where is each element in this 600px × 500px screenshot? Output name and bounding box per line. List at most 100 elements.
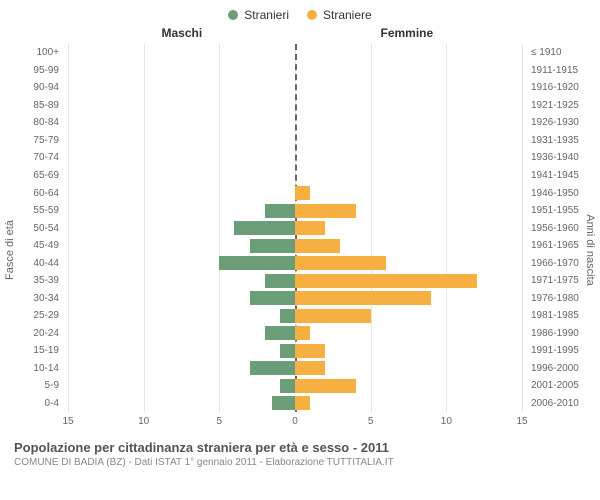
bar-female	[295, 396, 310, 410]
bar-female	[295, 344, 325, 358]
bar-male	[272, 396, 295, 410]
age-label: 90-94	[8, 79, 63, 97]
x-tick-label: 5	[217, 416, 223, 427]
birth-year-label: ≤ 1910	[527, 44, 582, 62]
legend: Stranieri Straniere	[0, 8, 600, 22]
birth-year-label: 1961-1965	[527, 237, 582, 255]
legend-label-male: Stranieri	[244, 8, 289, 22]
birth-year-label: 1936-1940	[527, 149, 582, 167]
bar-row	[68, 114, 522, 132]
birth-year-label: 1956-1960	[527, 219, 582, 237]
x-tick-label: 15	[516, 416, 527, 427]
age-label: 5-9	[8, 377, 63, 395]
age-label: 10-14	[8, 360, 63, 378]
bar-male	[280, 344, 295, 358]
legend-item-female: Straniere	[307, 8, 372, 22]
bar-female	[295, 186, 310, 200]
age-label: 50-54	[8, 219, 63, 237]
bar-male	[265, 204, 295, 218]
age-label: 60-64	[8, 184, 63, 202]
grid-line	[522, 44, 523, 412]
bar-male	[250, 361, 295, 375]
birth-year-label: 1981-1985	[527, 307, 582, 325]
bar-row	[68, 307, 522, 325]
bar-male	[265, 274, 295, 288]
bar-female	[295, 204, 356, 218]
bar-row	[68, 395, 522, 413]
birth-year-label: 1951-1955	[527, 202, 582, 220]
bar-male	[250, 291, 295, 305]
age-label: 20-24	[8, 325, 63, 343]
population-pyramid-chart: Stranieri Straniere Maschi Femmine Fasce…	[0, 0, 600, 500]
birth-year-label: 1996-2000	[527, 360, 582, 378]
bar-row	[68, 149, 522, 167]
age-label: 15-19	[8, 342, 63, 360]
bar-rows	[68, 44, 522, 412]
bar-male	[250, 239, 295, 253]
birth-year-label: 1946-1950	[527, 184, 582, 202]
birth-year-label: 1966-1970	[527, 254, 582, 272]
birth-year-label: 1911-1915	[527, 62, 582, 80]
bar-row	[68, 272, 522, 290]
age-label: 70-74	[8, 149, 63, 167]
birth-year-label: 1986-1990	[527, 325, 582, 343]
birth-year-label: 1931-1935	[527, 132, 582, 150]
age-label: 25-29	[8, 307, 63, 325]
x-tick-label: 5	[368, 416, 374, 427]
birth-year-label: 1991-1995	[527, 342, 582, 360]
bar-row	[68, 202, 522, 220]
section-title-male: Maschi	[162, 26, 203, 40]
bar-female	[295, 379, 356, 393]
bar-row	[68, 44, 522, 62]
bar-male	[234, 221, 295, 235]
age-label: 0-4	[8, 395, 63, 413]
bar-row	[68, 62, 522, 80]
birth-year-label: 1921-1925	[527, 97, 582, 115]
bar-female	[295, 309, 371, 323]
section-titles: Maschi Femmine	[0, 26, 600, 44]
birth-year-label: 2001-2005	[527, 377, 582, 395]
x-tick-label: 10	[138, 416, 149, 427]
bar-row	[68, 289, 522, 307]
caption-title: Popolazione per cittadinanza straniera p…	[14, 440, 586, 455]
bar-row	[68, 325, 522, 343]
chart-caption: Popolazione per cittadinanza straniera p…	[0, 434, 600, 468]
bar-row	[68, 167, 522, 185]
age-label: 75-79	[8, 132, 63, 150]
legend-swatch-male	[228, 10, 238, 20]
bar-male	[265, 326, 295, 340]
age-label: 85-89	[8, 97, 63, 115]
legend-item-male: Stranieri	[228, 8, 289, 22]
age-label: 45-49	[8, 237, 63, 255]
bar-row	[68, 219, 522, 237]
birth-year-label: 1941-1945	[527, 167, 582, 185]
x-tick-label: 15	[62, 416, 73, 427]
age-label: 80-84	[8, 114, 63, 132]
x-tick-label: 10	[441, 416, 452, 427]
plot-area: 100+95-9990-9485-8980-8475-7970-7465-696…	[68, 44, 522, 434]
legend-swatch-female	[307, 10, 317, 20]
caption-subtitle: COMUNE DI BADIA (BZ) - Dati ISTAT 1° gen…	[14, 457, 586, 468]
birth-year-label: 1971-1975	[527, 272, 582, 290]
section-title-female: Femmine	[381, 26, 434, 40]
y-axis-right-labels: ≤ 19101911-19151916-19201921-19251926-19…	[527, 44, 582, 412]
x-tick-label: 0	[292, 416, 298, 427]
bar-male	[280, 309, 295, 323]
age-label: 95-99	[8, 62, 63, 80]
bar-row	[68, 360, 522, 378]
bar-female	[295, 361, 325, 375]
legend-label-female: Straniere	[323, 8, 372, 22]
bar-female	[295, 221, 325, 235]
bar-row	[68, 342, 522, 360]
bar-male	[280, 379, 295, 393]
bar-row	[68, 254, 522, 272]
bar-row	[68, 184, 522, 202]
age-label: 100+	[8, 44, 63, 62]
birth-year-label: 1976-1980	[527, 289, 582, 307]
age-label: 55-59	[8, 202, 63, 220]
y-axis-title-right: Anni di nascita	[584, 214, 596, 286]
age-label: 35-39	[8, 272, 63, 290]
bar-row	[68, 132, 522, 150]
bar-female	[295, 291, 431, 305]
bar-row	[68, 79, 522, 97]
